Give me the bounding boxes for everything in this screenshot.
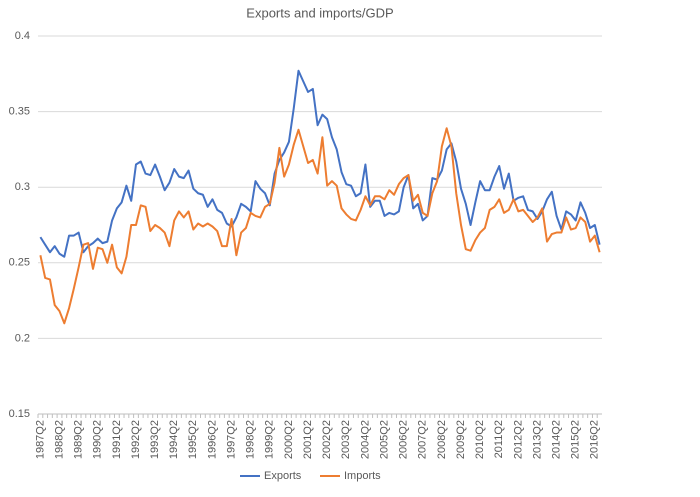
x-tick-label: 1989Q2 — [73, 420, 85, 459]
series-line — [39, 69, 601, 258]
y-tick-label: 0.25 — [9, 257, 30, 269]
x-tick-label: 1990Q2 — [92, 420, 104, 459]
x-tick-label: 2003Q2 — [340, 420, 352, 459]
x-tick-label: 2005Q2 — [378, 420, 390, 459]
x-tick-label: 1993Q2 — [149, 420, 161, 459]
x-tick-label: 2012Q2 — [512, 420, 524, 459]
legend-label: Imports — [344, 470, 381, 482]
x-tick-label: 2004Q2 — [359, 420, 371, 459]
x-tick-label: 1988Q2 — [53, 420, 65, 459]
x-tick-label: 1998Q2 — [245, 420, 257, 459]
y-tick-label: 0.3 — [15, 181, 30, 193]
x-tick-label: 1992Q2 — [130, 420, 142, 459]
x-tick-label: 2008Q2 — [436, 420, 448, 459]
x-tick-label: 2002Q2 — [321, 420, 333, 459]
x-tick-label: 1991Q2 — [111, 420, 123, 459]
x-tick-label: 2006Q2 — [398, 420, 410, 459]
y-tick-label: 0.35 — [9, 106, 30, 118]
x-tick-label: 2013Q2 — [531, 420, 543, 459]
y-tick-label: 0.15 — [9, 408, 30, 420]
x-tick-label: 2014Q2 — [550, 420, 562, 459]
chart-title: Exports and imports/GDP — [246, 5, 393, 20]
x-tick-label: 2015Q2 — [570, 420, 582, 459]
x-tick-label: 1994Q2 — [168, 420, 180, 459]
x-tick-label: 1987Q2 — [34, 420, 46, 459]
x-tick-label: 2007Q2 — [417, 420, 429, 459]
x-tick-label: 1995Q2 — [187, 420, 199, 459]
y-tick-label: 0.4 — [15, 30, 30, 42]
x-tick-label: 2001Q2 — [302, 420, 314, 459]
y-tick-label: 0.2 — [15, 332, 30, 344]
x-tick-label: 2009Q2 — [455, 420, 467, 459]
series-line — [39, 127, 601, 325]
x-tick-label: 2016Q2 — [589, 420, 601, 459]
x-tick-label: 2000Q2 — [283, 420, 295, 459]
x-tick-label: 2011Q2 — [493, 420, 505, 458]
x-tick-label: 1999Q2 — [264, 420, 276, 459]
x-tick-label: 2010Q2 — [474, 420, 486, 459]
x-tick-label: 1996Q2 — [206, 420, 218, 459]
x-tick-label: 1997Q2 — [225, 420, 237, 459]
legend-label: Exports — [264, 470, 302, 482]
